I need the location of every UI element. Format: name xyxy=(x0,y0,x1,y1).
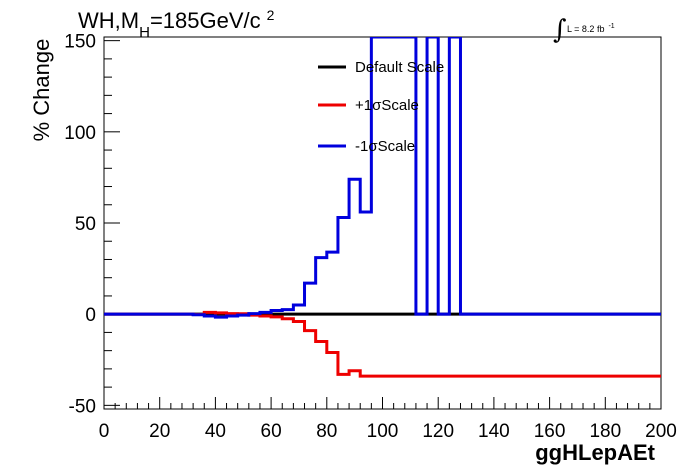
legend-label-minus: -1σScale xyxy=(355,138,415,155)
title-superscript: 2 xyxy=(267,7,275,23)
legend: Default Scale +1σScale -1σScale xyxy=(318,59,444,155)
y-tick-label: -50 xyxy=(69,396,96,417)
lumi-label: L = 8.2 fb -1 xyxy=(567,23,615,34)
plot-frame xyxy=(103,36,662,410)
x-tick-label: 20 xyxy=(149,421,170,442)
legend-label-plus: +1σScale xyxy=(355,97,419,114)
x-tick-label: 140 xyxy=(478,421,510,442)
title-value: =185GeV/c xyxy=(150,8,261,33)
y-axis-title: % Change xyxy=(29,39,54,142)
y-tick-label: 0 xyxy=(85,305,96,326)
x-tick-label: 40 xyxy=(205,421,226,442)
legend-label-default: Default Scale xyxy=(355,59,444,76)
x-tick-label: 200 xyxy=(645,421,677,442)
y-tick-label: 100 xyxy=(64,123,96,144)
series-line-plus1sigma xyxy=(104,310,661,378)
x-tick-label: 0 xyxy=(99,421,110,442)
x-tick-label: 120 xyxy=(422,421,454,442)
y-tick-label: 50 xyxy=(75,214,96,235)
x-tick-label: 180 xyxy=(589,421,621,442)
plot-border xyxy=(103,36,662,410)
title-main: WH,M xyxy=(78,8,139,33)
series-line-minus1sigma xyxy=(104,37,661,319)
x-tick-label: 160 xyxy=(534,421,566,442)
x-tick-label: 60 xyxy=(261,421,282,442)
x-tick-label: 100 xyxy=(367,421,399,442)
chart-title: WH,MH=185GeV/c 2 xyxy=(78,7,275,41)
title-subscript: H xyxy=(139,24,150,41)
lumi-superscript: -1 xyxy=(608,23,614,30)
y-tick-label: 150 xyxy=(64,32,96,53)
x-axis-title: ggHLepAEt xyxy=(535,440,655,465)
lumi-text: L = 8.2 fb xyxy=(567,24,604,34)
lumi-integral-symbol: ∫ xyxy=(553,15,567,45)
series-lines xyxy=(104,37,661,378)
x-tick-label: 80 xyxy=(316,421,337,442)
